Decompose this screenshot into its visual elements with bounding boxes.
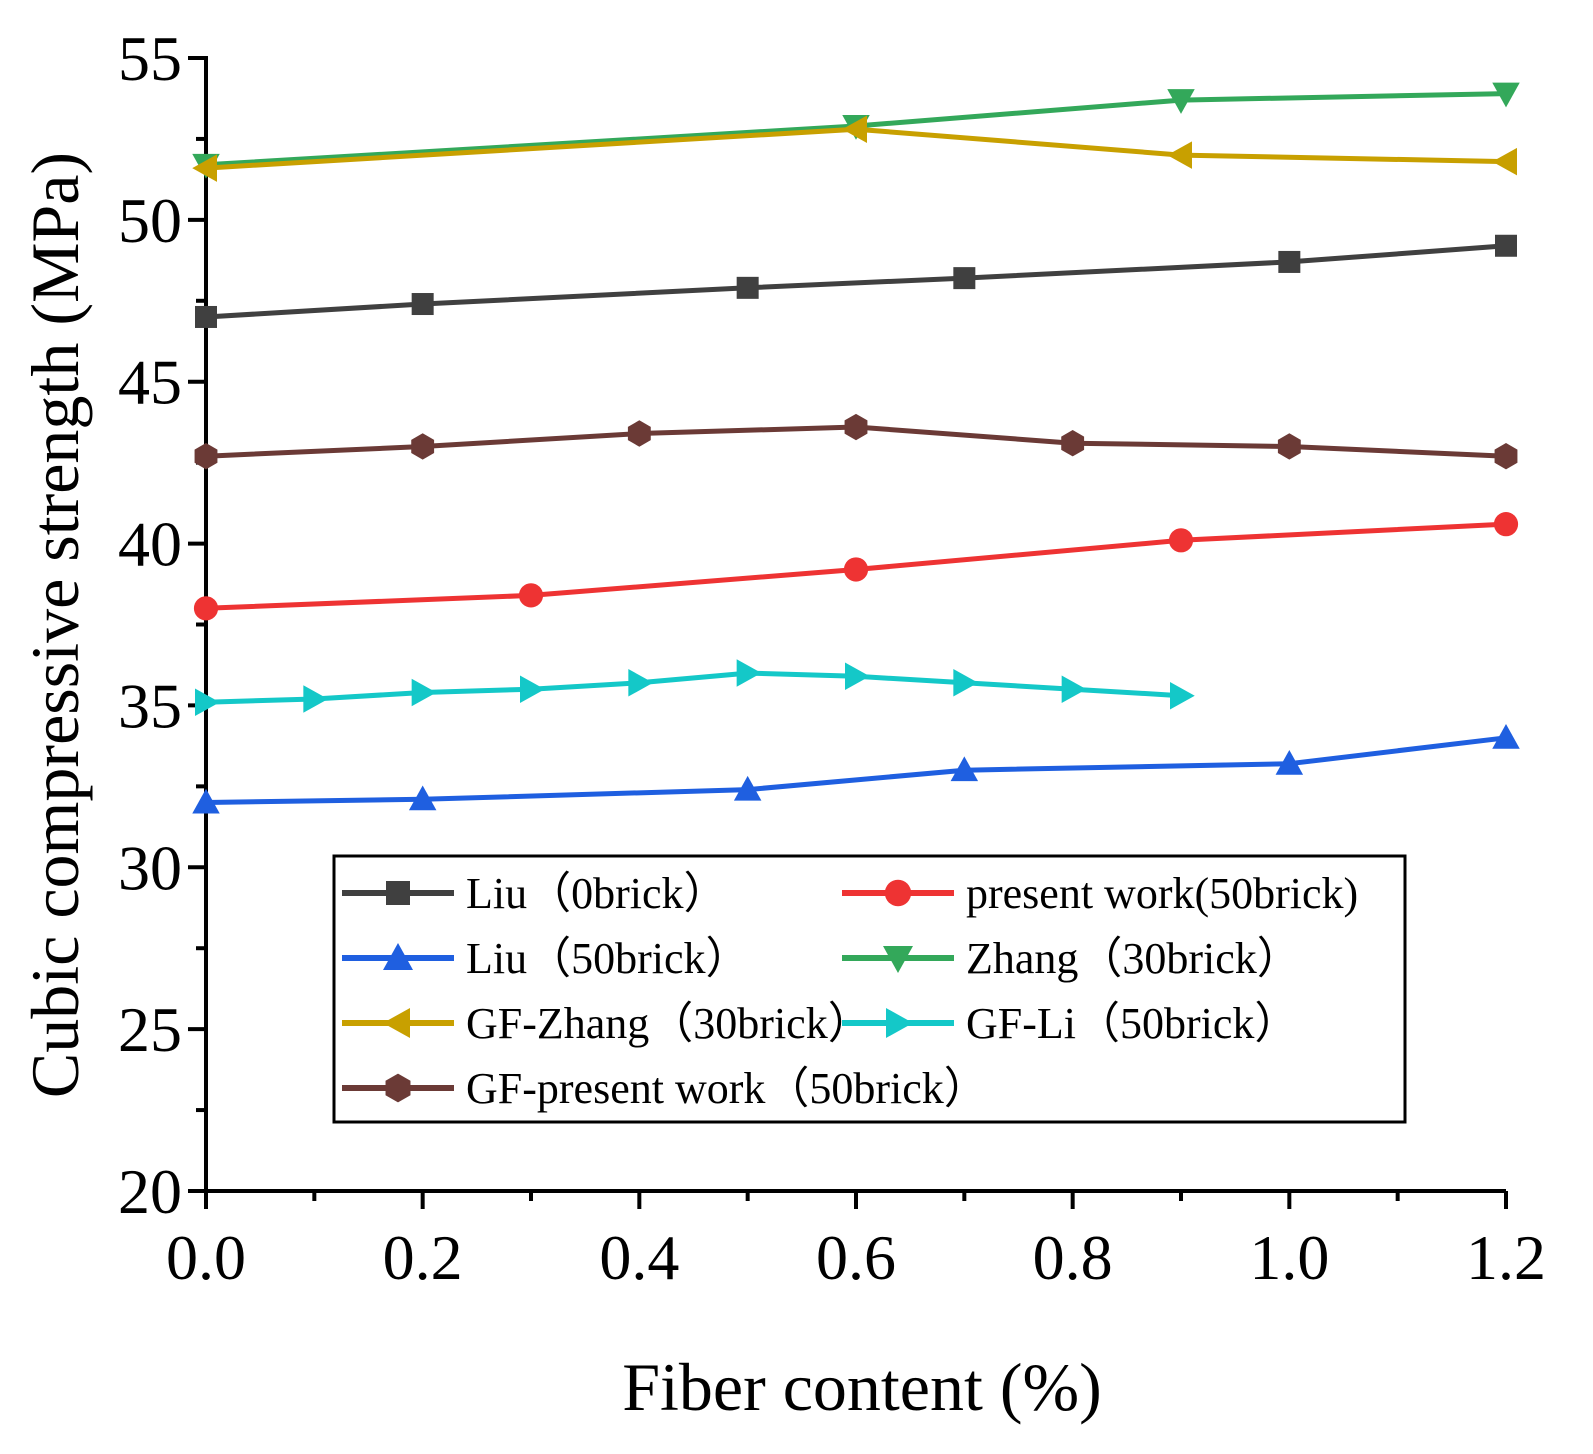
data-point: [192, 788, 220, 814]
series-4: [192, 115, 1517, 182]
legend-entry: present work(50brick): [842, 869, 1358, 918]
series-6: [194, 413, 1518, 470]
series-line: [205, 126, 1507, 171]
legend-marker: [386, 881, 410, 905]
series-line: [205, 91, 1507, 168]
data-point: [736, 276, 759, 299]
axes: 20 25 30 35 40 45 50 55 0.0 0.2 0.4 0.6 0.8 1.0 1.2: [118, 23, 1546, 1293]
data-point: [195, 305, 217, 328]
data-point: [411, 433, 435, 460]
x-tick-label: 0.2: [383, 1222, 463, 1293]
y-tick-label: 55: [118, 23, 182, 94]
data-point: [1494, 442, 1518, 470]
y-tick-label: 40: [118, 509, 182, 580]
legend: Liu（0brick） present work(50brick) Liu（50br…: [332, 854, 1407, 1124]
x-tick-label: 0.6: [816, 1222, 896, 1293]
data-point: [1495, 234, 1517, 257]
data-point: [627, 420, 651, 447]
data-point: [518, 583, 544, 608]
x-tick-label: 1.0: [1249, 1222, 1329, 1293]
y-tick-label: 20: [118, 1156, 182, 1227]
y-tick-label: 35: [118, 670, 182, 741]
legend-marker: [383, 943, 413, 970]
data-point: [1168, 528, 1194, 553]
data-point: [1167, 89, 1195, 114]
data-point: [195, 688, 220, 716]
legend-entry: GF-Li（50brick）: [842, 999, 1298, 1048]
x-tick-label: 0.8: [1033, 1222, 1113, 1293]
y-tick-label: 30: [118, 832, 182, 903]
series-layer: [192, 82, 1520, 814]
legend-label: GF-Li（50brick）: [966, 999, 1298, 1048]
data-point: [1061, 675, 1087, 703]
legend-label: Liu（0brick）: [466, 869, 728, 918]
data-point: [733, 775, 762, 801]
data-point: [1275, 749, 1304, 775]
x-tick-label: 0.0: [166, 1222, 246, 1293]
legend-entry: GF-present work（50brick）: [342, 1064, 988, 1113]
series-1: [193, 512, 1519, 621]
legend-entry: Liu（0brick）: [342, 869, 728, 918]
x-axis-title: Fiber content (%): [622, 1349, 1102, 1425]
legend-marker: [884, 879, 912, 907]
data-point: [844, 413, 868, 441]
data-point: [1061, 430, 1085, 457]
series-line: [205, 735, 1507, 805]
legend-marker: [886, 1008, 913, 1038]
data-point: [953, 267, 976, 290]
legend-marker: [385, 1073, 411, 1103]
data-point: [953, 669, 979, 697]
data-point: [1170, 681, 1195, 710]
data-point: [411, 293, 434, 316]
legend-label: present work(50brick): [966, 869, 1358, 918]
legend-marker: [383, 1008, 410, 1038]
x-tick-label: 1.2: [1466, 1222, 1546, 1293]
legend-marker: [883, 946, 913, 973]
y-axis-title: Cubic compressive strength (MPa): [17, 152, 93, 1098]
data-point: [408, 785, 437, 811]
data-point: [1492, 724, 1520, 749]
data-point: [520, 675, 545, 703]
data-point: [1277, 433, 1301, 460]
data-point: [411, 678, 437, 707]
data-point: [628, 669, 654, 697]
x-tick-label: 0.4: [599, 1222, 679, 1293]
legend-entry: Liu（50brick）: [342, 934, 750, 983]
legend-box: [332, 854, 1407, 1124]
data-point: [845, 662, 870, 691]
data-point: [736, 659, 762, 687]
series-0: [195, 234, 1517, 328]
legend-label: GF-Zhang（30brick）: [466, 999, 872, 1048]
data-point: [950, 756, 979, 782]
y-tick-label: 25: [118, 994, 182, 1065]
legend-entry: GF-Zhang（30brick）: [342, 999, 872, 1048]
data-point: [192, 154, 217, 182]
data-point: [1492, 82, 1520, 108]
series-line: [205, 670, 1182, 705]
series-line: [205, 243, 1507, 320]
data-point: [193, 596, 219, 621]
y-tick-label: 50: [118, 185, 182, 256]
legend-label: Zhang（30brick）: [966, 934, 1301, 983]
data-point: [1492, 147, 1517, 176]
data-point: [1493, 512, 1519, 537]
y-tick-label: 45: [118, 347, 182, 418]
legend-label: GF-present work（50brick）: [466, 1064, 988, 1113]
series-5: [195, 659, 1195, 716]
series-2: [192, 724, 1520, 814]
data-point: [194, 442, 218, 470]
data-point: [1278, 250, 1301, 273]
data-point: [843, 557, 869, 582]
legend-label: Liu（50brick）: [466, 934, 750, 983]
data-point: [1167, 141, 1192, 169]
data-point: [303, 685, 329, 713]
legend-entry: Zhang（30brick）: [842, 934, 1301, 983]
data-point: [842, 115, 867, 143]
